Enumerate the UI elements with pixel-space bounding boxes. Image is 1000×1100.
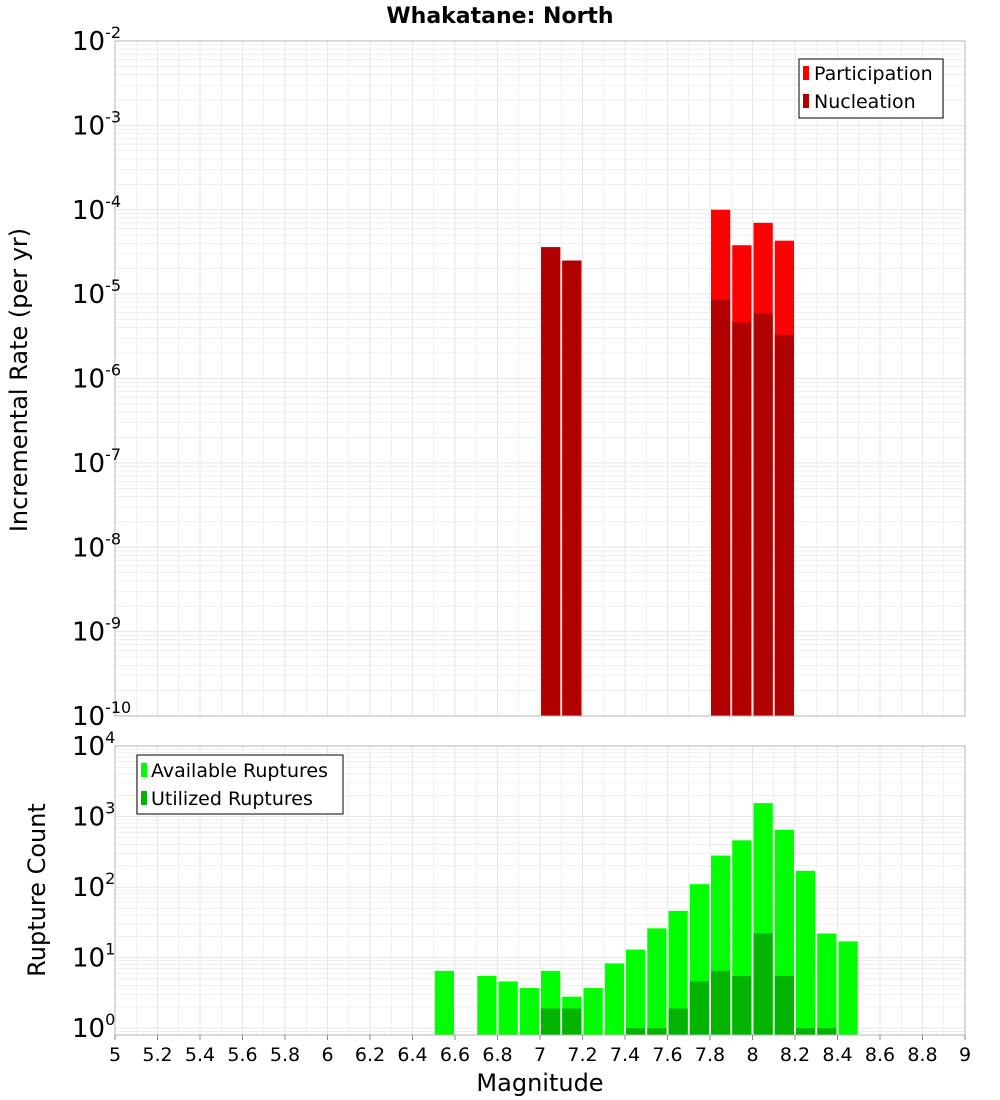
rate-bars (541, 209, 794, 717)
x-tick-label: 5.6 (227, 1044, 257, 1066)
count-bars (434, 803, 858, 1035)
x-tick-label: 5.4 (185, 1044, 215, 1066)
utilized-ruptures-bar (689, 981, 709, 1035)
y-tick-label: 10-4 (72, 192, 121, 226)
count-legend-box (136, 754, 344, 815)
nucleation-bar (774, 334, 794, 716)
y-tick-label: 10-2 (72, 23, 121, 57)
x-tick-label: 6.8 (482, 1044, 512, 1066)
y-tick-label: 104 (72, 728, 115, 762)
utilized-ruptures-bar (753, 933, 773, 1035)
x-tick-label: 6.4 (397, 1044, 427, 1066)
x-tick-label: 8.2 (780, 1044, 810, 1066)
x-tick-label: 9 (959, 1044, 971, 1066)
x-tick-label: 8.4 (822, 1044, 852, 1066)
legend-label-utilized: Utilized Ruptures (151, 788, 313, 810)
utilized-ruptures-bar (668, 1008, 688, 1035)
utilized-ruptures-bar (711, 970, 731, 1035)
count-grid (114, 746, 966, 1036)
y-tick-label: 10-7 (72, 445, 121, 479)
available-ruptures-bar (647, 928, 667, 1035)
rate-panel: 10-10 10-9 10-8 10-7 10-6 10-5 10-4 10-3 10-2 In… (5, 23, 966, 732)
utilized-ruptures-bar (562, 1008, 582, 1035)
nucleation-bar (562, 260, 582, 716)
x-tick-label: 6 (321, 1044, 333, 1066)
x-tick-label: 5 (109, 1044, 121, 1066)
y-tick-label: 10-6 (72, 361, 121, 395)
x-tick-label: 8.8 (907, 1044, 937, 1066)
chart-title: Whakatane: North (386, 4, 613, 29)
y-tick-label: 103 (72, 799, 115, 833)
x-tick-label: 7.2 (567, 1044, 597, 1066)
available-ruptures-bar (838, 941, 858, 1035)
legend-swatch-participation (803, 66, 809, 80)
y-tick-label: 10-10 (72, 698, 131, 732)
available-ruptures-bar (519, 988, 539, 1035)
x-tick-label: 6.6 (440, 1044, 470, 1066)
x-tick-label: 5.2 (142, 1044, 172, 1066)
utilized-ruptures-bar (647, 1028, 667, 1035)
count-legend: Available Ruptures Utilized Ruptures (136, 754, 344, 815)
rate-legend-box (798, 58, 944, 119)
utilized-ruptures-bar (796, 1028, 816, 1035)
y-tick-label: 101 (72, 940, 115, 974)
legend-label-available: Available Ruptures (151, 760, 328, 782)
available-ruptures-bar (604, 963, 624, 1035)
utilized-ruptures-bar (817, 1028, 837, 1035)
legend-swatch-available (141, 763, 147, 777)
available-ruptures-bar (498, 981, 518, 1035)
x-tick-label: 5.8 (270, 1044, 300, 1066)
x-tick-label: 7.6 (652, 1044, 682, 1066)
nucleation-bar (753, 313, 773, 716)
legend-label-participation: Participation (814, 63, 933, 85)
rate-legend: Participation Nucleation (798, 58, 944, 119)
nucleation-bar (541, 247, 561, 716)
available-ruptures-bar (626, 949, 646, 1035)
rate-grid (114, 41, 966, 717)
legend-swatch-nucleation (803, 94, 809, 108)
utilized-ruptures-bar (626, 1028, 646, 1035)
x-tick-label: 7 (534, 1044, 546, 1066)
count-y-ticks: 100 101 102 103 104 (72, 728, 115, 1044)
y-tick-label: 100 (72, 1010, 115, 1044)
utilized-ruptures-bar (541, 1008, 561, 1035)
available-ruptures-bar (817, 933, 837, 1035)
y-tick-label: 10-9 (72, 614, 121, 648)
y-tick-label: 102 (72, 869, 115, 903)
x-tick-label: 7.4 (610, 1044, 640, 1066)
count-y-axis-label: Rupture Count (23, 803, 51, 977)
nucleation-bar (711, 300, 731, 716)
y-tick-label: 10-8 (72, 529, 121, 563)
available-ruptures-bar (477, 975, 497, 1035)
x-axis-label: Magnitude (476, 1069, 603, 1097)
x-tick-label: 8.6 (865, 1044, 895, 1066)
rate-y-ticks: 10-10 10-9 10-8 10-7 10-6 10-5 10-4 10-3 10-2 (72, 23, 131, 732)
utilized-ruptures-bar (732, 975, 752, 1035)
x-tick-label: 8 (746, 1044, 758, 1066)
legend-label-nucleation: Nucleation (814, 91, 916, 113)
magnitude-x-ticks: 5 5.2 5.4 5.6 5.8 6 6.2 6.4 6.6 6.8 7 7.2 7.4 7.6 7.8 8… (109, 1035, 971, 1066)
y-tick-label: 10-3 (72, 107, 121, 141)
available-ruptures-bar (668, 910, 688, 1035)
available-ruptures-bar (583, 988, 603, 1035)
rate-y-axis-label: Incremental Rate (per yr) (5, 228, 33, 532)
x-tick-label: 6.2 (355, 1044, 385, 1066)
count-panel: 100 101 102 103 104 5 5.2 5.4 5.6 5.8 6 6.2 6.4 6.6 6… (23, 728, 971, 1097)
y-tick-label: 10-5 (72, 276, 121, 310)
x-tick-label: 7.8 (695, 1044, 725, 1066)
available-ruptures-bar (434, 970, 454, 1035)
rate-plot-frame (114, 40, 966, 717)
available-ruptures-bar (796, 870, 816, 1035)
utilized-ruptures-bar (774, 975, 794, 1035)
nucleation-bar (732, 322, 752, 716)
legend-swatch-utilized (141, 791, 147, 805)
